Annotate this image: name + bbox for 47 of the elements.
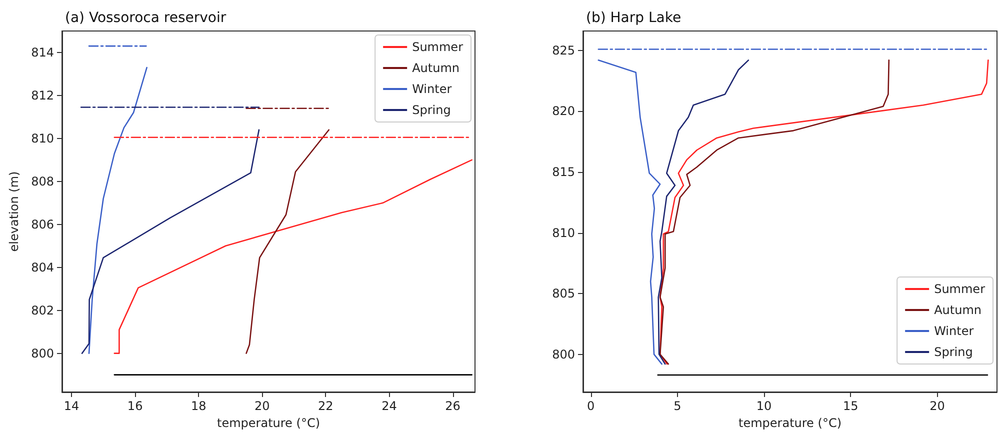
x-tick-label: 10 bbox=[756, 399, 772, 413]
y-tick-label: 804 bbox=[31, 260, 54, 274]
y-tick-label: 825 bbox=[552, 43, 575, 58]
legend-label: Summer bbox=[934, 282, 986, 296]
x-tick-label: 26 bbox=[445, 399, 460, 413]
x-tick-label: 14 bbox=[64, 399, 80, 413]
legend-label: Autumn bbox=[934, 303, 982, 317]
y-tick-label: 820 bbox=[552, 104, 575, 118]
x-tick-label: 20 bbox=[254, 399, 270, 413]
x-axis-title: temperature (°C) bbox=[217, 416, 320, 430]
x-tick-label: 24 bbox=[382, 399, 397, 413]
chart-title: (a) Vossoroca reservoir bbox=[65, 10, 226, 26]
x-tick-label: 15 bbox=[842, 399, 858, 413]
x-tick-label: 0 bbox=[586, 399, 595, 413]
y-tick-label: 810 bbox=[31, 131, 54, 146]
y-tick-label: 812 bbox=[31, 88, 54, 102]
line-series bbox=[659, 60, 890, 365]
legend-label: Summer bbox=[412, 40, 464, 54]
line-series bbox=[88, 66, 148, 354]
line-series bbox=[658, 60, 750, 365]
y-tick-label: 800 bbox=[31, 346, 54, 360]
y-tick-label: 808 bbox=[31, 174, 54, 188]
y-tick-label: 814 bbox=[31, 45, 54, 60]
x-tick-label: 16 bbox=[127, 399, 143, 413]
legend-label: Spring bbox=[412, 103, 451, 117]
legend-label: Winter bbox=[412, 82, 452, 96]
y-tick-label: 810 bbox=[552, 226, 575, 240]
legend-label: Spring bbox=[934, 345, 973, 359]
y-tick-label: 806 bbox=[31, 217, 54, 232]
line-series bbox=[81, 129, 260, 354]
line-series bbox=[659, 60, 989, 365]
legend-label: Autumn bbox=[412, 61, 460, 75]
legend-label: Winter bbox=[934, 324, 974, 338]
y-axis-title: elevation (m) bbox=[7, 171, 21, 252]
x-tick-label: 18 bbox=[190, 399, 206, 413]
x-tick-label: 5 bbox=[674, 399, 682, 413]
y-tick-label: 802 bbox=[31, 303, 54, 318]
y-tick-label: 800 bbox=[552, 347, 575, 362]
line-series bbox=[246, 129, 330, 354]
y-tick-label: 805 bbox=[552, 286, 575, 301]
chart-title: (b) Harp Lake bbox=[586, 10, 682, 26]
line-series bbox=[114, 159, 472, 354]
y-tick-label: 815 bbox=[552, 164, 575, 179]
x-axis-title: temperature (°C) bbox=[738, 416, 842, 430]
x-tick-label: 20 bbox=[930, 399, 945, 413]
x-tick-label: 22 bbox=[318, 399, 334, 413]
line-series bbox=[598, 60, 662, 365]
